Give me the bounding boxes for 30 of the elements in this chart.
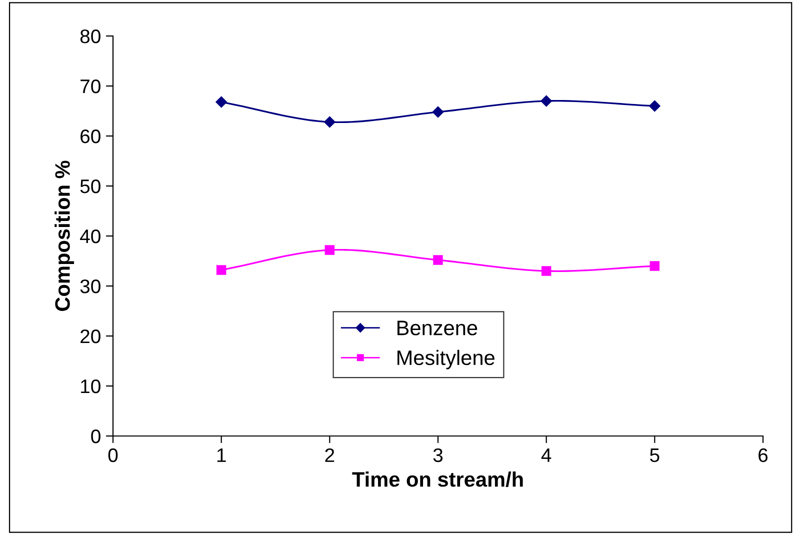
x-tick-label: 5 (650, 448, 660, 462)
y-tick-label: 60 (80, 129, 100, 144)
x-axis-title: Time on stream/h (352, 471, 523, 487)
point (650, 261, 660, 271)
legend-label: Benzene (398, 320, 478, 336)
point (540, 95, 552, 107)
y-tick-label: 70 (80, 79, 100, 94)
y-tick-label: 0 (91, 429, 100, 444)
x-tick-label: 6 (758, 448, 768, 462)
x-tick-label: 2 (325, 448, 334, 462)
legend-label: Mesitylene (398, 350, 494, 370)
point (433, 255, 443, 265)
y-axis-title: Composition % (54, 160, 74, 311)
y-tick-label: 20 (80, 329, 100, 344)
y-tick-label: 50 (80, 179, 100, 194)
point (541, 266, 552, 276)
x-tick-label: 0 (108, 448, 118, 462)
point (324, 245, 335, 255)
point (324, 116, 336, 128)
point (432, 106, 444, 118)
point (649, 100, 660, 112)
x-tick-label: 4 (541, 448, 552, 462)
y-tick-label: 40 (80, 229, 100, 244)
point (216, 265, 226, 275)
y-tick-label: 10 (81, 379, 100, 394)
y-tick-label: 80 (80, 29, 100, 44)
x-tick-label: 1 (217, 448, 226, 462)
point (216, 96, 227, 108)
y-tick-label: 30 (80, 279, 100, 294)
x-tick-label: 3 (433, 448, 443, 462)
